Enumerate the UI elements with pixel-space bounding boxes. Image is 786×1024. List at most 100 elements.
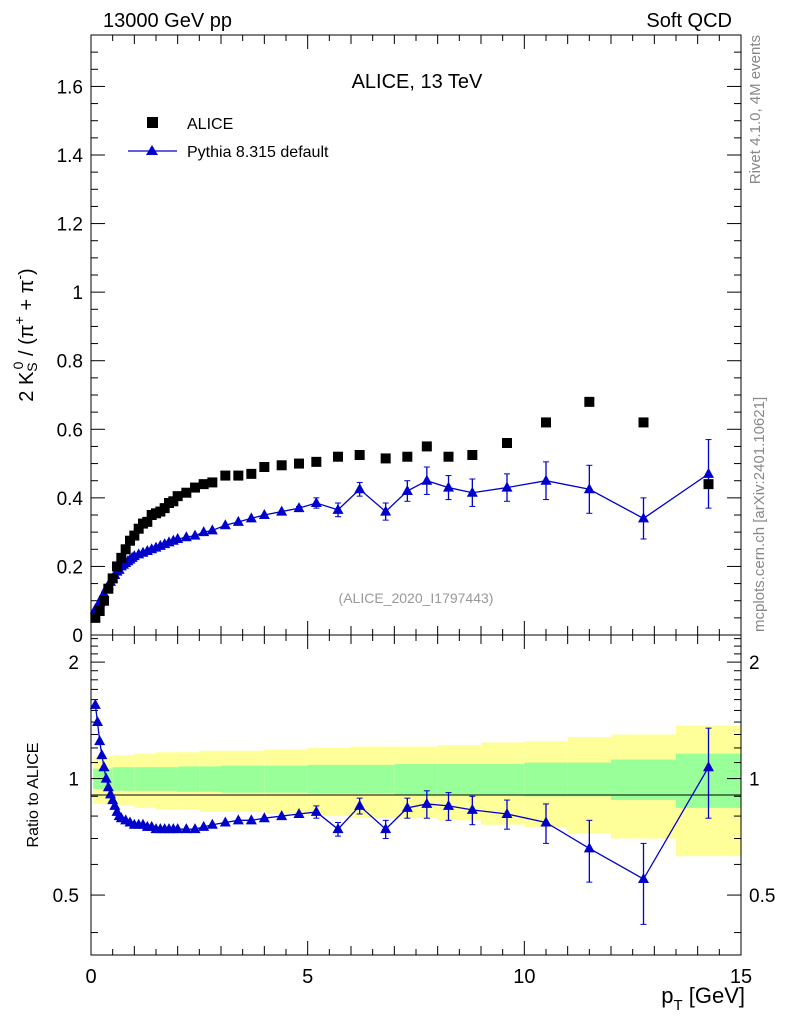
ratio-mc-point: [198, 820, 210, 831]
mc-point: [421, 474, 433, 485]
ratio-mc-point: [94, 735, 106, 746]
data-point: [294, 458, 304, 469]
main-y-tick-label: 0: [72, 626, 83, 647]
data-point: [129, 530, 140, 541]
inner-band-segment: [351, 764, 395, 794]
main-y-tick-label: 1: [72, 283, 83, 304]
ratio-mc-point: [206, 818, 218, 829]
mc-point: [219, 519, 231, 530]
main-y-axis-label: 2 KS0 / (π+ + π-): [10, 268, 40, 401]
data-point: [421, 441, 432, 452]
mc-point: [466, 486, 478, 497]
main-y-tick-label: 0.2: [57, 557, 83, 578]
data-point: [259, 462, 270, 472]
mc-point: [206, 524, 218, 535]
inner-band-segment: [264, 765, 308, 793]
mcplots-label: mcplots.cern.ch [arXiv:2401.10621]: [751, 397, 768, 632]
data-point: [168, 496, 179, 507]
mc-point: [501, 481, 513, 492]
ratio-y-tick-label: 2: [68, 653, 79, 674]
ratio-mc-point: [172, 823, 184, 834]
main-axes: 0 0.2 0.4 0.6 0.8 1 1.2 1.4 1.6: [57, 35, 742, 647]
x-tick-label: 15: [730, 966, 752, 988]
data-point: [112, 561, 122, 572]
ratio-y-tick-label: 0.5: [53, 886, 79, 907]
x-axis-label: pT [GeV]: [661, 983, 745, 1014]
data-point: [172, 491, 183, 502]
ratio-mc-point: [98, 761, 110, 772]
inner-band-segment: [156, 767, 178, 791]
mc-point: [258, 509, 270, 519]
inner-band-segment: [567, 762, 611, 797]
ratio-mc-point: [219, 816, 231, 827]
data-point: [333, 451, 343, 462]
legend-data-marker: [147, 117, 158, 128]
ratio-mc-point: [92, 716, 103, 727]
data-series: [90, 396, 714, 623]
data-point: [190, 482, 200, 493]
data-point: [354, 450, 365, 460]
inner-band-segment: [134, 767, 156, 791]
mc-point: [245, 512, 257, 523]
mc-point: [354, 483, 366, 494]
mc-series: [89, 439, 714, 614]
mc-point: [583, 483, 595, 494]
ratio-mc-point: [258, 812, 270, 823]
inner-band-segment: [611, 759, 676, 801]
ratio-y-tick-label-right: 0.5: [749, 886, 775, 907]
inner-band-segment: [307, 764, 351, 794]
main-y-tick-label: 1.2: [57, 215, 83, 236]
ratio-mc-point: [332, 823, 344, 834]
ratio-mc-point: [443, 799, 454, 810]
ratio-mc-point: [100, 772, 112, 783]
ratio-mc-point: [466, 803, 478, 814]
ratio-mc-point: [189, 823, 201, 834]
x-tick-label: 5: [302, 966, 313, 988]
mc-point: [332, 503, 344, 514]
ratio-mc-point: [232, 814, 244, 825]
data-point: [94, 606, 105, 616]
ratio-mc-series: [89, 698, 714, 925]
x-tick-label: 0: [85, 966, 96, 988]
header-process: Soft QCD: [646, 10, 732, 32]
inner-band-segment: [221, 765, 265, 793]
ratio-mc-point: [583, 842, 595, 853]
ratio-mc-point: [96, 749, 108, 760]
main-y-tick-label: 0.4: [57, 489, 84, 510]
data-point: [207, 477, 218, 488]
mc-point: [276, 505, 288, 516]
data-point: [181, 487, 192, 498]
data-point: [276, 460, 287, 471]
ratio-mc-point: [245, 814, 257, 825]
data-point: [220, 470, 231, 481]
data-point: [198, 479, 209, 490]
main-y-tick-label: 0.8: [57, 352, 83, 373]
ratio-y-tick-label-right: 1: [749, 770, 760, 791]
ratio-mc-point: [540, 816, 552, 827]
inner-band-segment: [524, 762, 568, 797]
ratio-mc-point: [293, 807, 305, 818]
ratio-uncertainty-bands: [93, 725, 741, 857]
data-point: [120, 544, 131, 555]
analysis-label: (ALICE_2020_I1797443): [339, 590, 494, 606]
mc-point: [380, 505, 392, 516]
data-point: [159, 503, 170, 514]
data-point: [703, 479, 714, 490]
inner-band-segment: [437, 764, 481, 795]
chart-title: ALICE, 13 TeV: [352, 71, 483, 93]
main-y-tick-label: 0.6: [57, 420, 83, 441]
data-point: [125, 535, 135, 546]
data-point: [638, 417, 649, 428]
data-point: [233, 470, 244, 481]
inner-band-segment: [177, 766, 200, 792]
mc-point: [293, 502, 305, 513]
main-y-tick-label: 1.6: [57, 77, 83, 98]
ratio-mc-point: [380, 823, 392, 834]
ratio-mc-point: [180, 823, 192, 834]
mc-point: [401, 485, 413, 495]
inner-band-segment: [394, 764, 438, 795]
ratio-mc-point: [89, 698, 101, 709]
inner-band-segment: [481, 764, 525, 795]
data-point: [99, 595, 109, 606]
x-tick-label: 10: [513, 966, 535, 988]
